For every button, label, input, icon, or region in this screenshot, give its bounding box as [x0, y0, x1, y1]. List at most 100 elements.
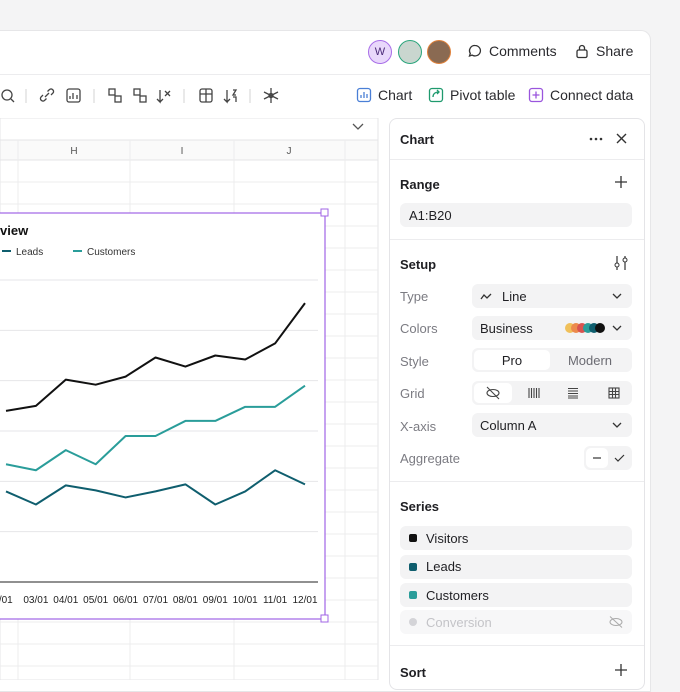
chevron	[352, 123, 364, 130]
column-header	[0, 139, 379, 161]
x-tick-label: 11/01	[263, 595, 288, 606]
hidden-icon	[609, 616, 623, 628]
x-tick-label: 2/01	[0, 595, 13, 606]
x-tick-label: 09/01	[203, 595, 228, 606]
chevron	[612, 325, 622, 331]
section-title: Series	[400, 499, 440, 514]
avatar[interactable]	[427, 40, 451, 64]
type-select[interactable]: Line	[472, 284, 632, 308]
divider	[390, 645, 644, 646]
grid-options[interactable]	[472, 381, 632, 405]
line-icon	[480, 293, 492, 300]
spreadsheet: HIJviewVisitorsLeadsCustomers2/0103/0104…	[0, 118, 379, 680]
section-title: Setup	[400, 257, 437, 272]
pivot-icon	[428, 87, 444, 103]
x-tick-label: 12/01	[292, 595, 317, 606]
field-label: Type	[400, 289, 429, 304]
style-toggle: Pro Modern	[472, 348, 632, 372]
field-label: Grid	[400, 386, 425, 401]
series-dot	[409, 534, 417, 542]
avatar[interactable]	[398, 40, 422, 64]
palette-swatch	[565, 323, 605, 333]
colors-select[interactable]: Business	[472, 316, 632, 340]
add-icon[interactable]	[614, 663, 628, 677]
share-label: Share	[596, 43, 634, 59]
chart-title: view	[0, 223, 29, 238]
series-dot	[409, 562, 417, 571]
x-tick-label: 03/01	[23, 595, 48, 606]
chart-button-label: Chart	[378, 87, 413, 103]
settings-icon[interactable]	[614, 255, 628, 271]
aggregate-toggle[interactable]	[584, 446, 632, 470]
panel-title: Chart	[400, 132, 434, 147]
divider	[0, 74, 650, 75]
field-label: X-axis	[400, 419, 437, 434]
series-dot	[409, 618, 417, 626]
divider	[390, 239, 644, 240]
panel-actions	[589, 133, 627, 144]
series-item[interactable]: Customers	[400, 583, 632, 607]
xaxis-select[interactable]: Column A	[472, 413, 632, 437]
grid-toggle	[472, 381, 632, 405]
series-name: Visitors	[426, 530, 469, 546]
series-dot	[409, 591, 417, 599]
comment-icon	[468, 44, 482, 58]
x-tick-label: 07/01	[143, 595, 168, 606]
series-line	[5, 302, 306, 412]
legend-label: Customers	[87, 247, 135, 258]
type-value: Line	[502, 288, 527, 304]
chart-button[interactable]: Chart	[356, 87, 412, 103]
series-name: Conversion	[426, 614, 492, 630]
chart: viewVisitorsLeadsCustomers2/0103/0104/01…	[0, 208, 329, 623]
connect-data-button[interactable]: Connect data	[528, 87, 633, 103]
style-option[interactable]: Pro	[474, 350, 550, 370]
resize-handle	[320, 614, 329, 623]
x-tick-label: 10/01	[233, 595, 258, 606]
xaxis-value: Column A	[480, 417, 537, 433]
series-name: Customers	[426, 587, 489, 603]
series-name: Leads	[426, 559, 462, 574]
field-label: Aggregate	[400, 451, 460, 466]
resize-handle	[320, 208, 329, 217]
section-title: Sort	[400, 665, 426, 680]
divider	[390, 481, 644, 482]
comments-label: Comments	[489, 43, 557, 59]
legend-label: Leads	[16, 247, 43, 258]
x-tick-label: 05/01	[83, 595, 108, 606]
x-tick-label: 04/01	[53, 595, 78, 606]
range-value: A1:B20	[409, 207, 452, 223]
field-label: Colors	[400, 321, 438, 336]
x-tick-label: 06/01	[113, 595, 138, 606]
add-icon[interactable]	[614, 175, 628, 189]
field-label: Style	[400, 354, 429, 369]
chart-panel: Chart Range A1:B20 Setup Type Line Color…	[389, 118, 645, 690]
share-button[interactable]: Share	[574, 43, 633, 59]
series-line	[5, 384, 306, 472]
series-item[interactable]: Conversion	[400, 610, 632, 634]
aggregate-options	[586, 448, 625, 468]
colors-value: Business	[480, 320, 533, 336]
style-option[interactable]: Modern	[567, 352, 613, 368]
series-line	[5, 469, 306, 506]
x-tick-label: 08/01	[173, 595, 198, 606]
column-label: I	[181, 146, 184, 157]
toolbar-icons	[1, 88, 279, 104]
lock-icon	[576, 44, 588, 59]
plus-icon	[528, 87, 544, 103]
comments-button[interactable]: Comments	[467, 43, 557, 59]
series-item[interactable]: Leads	[400, 554, 632, 579]
pivot-table-label: Pivot table	[450, 87, 516, 103]
avatar[interactable]: W	[368, 40, 392, 64]
column-label: J	[287, 146, 292, 157]
range-field[interactable]: A1:B20	[400, 203, 632, 227]
chart-icon	[356, 87, 372, 103]
chevron	[612, 293, 622, 299]
column-label: H	[70, 146, 77, 157]
connect-data-label: Connect data	[550, 87, 634, 103]
section-title: Range	[400, 177, 440, 192]
chevron	[612, 422, 622, 428]
pivot-table-button[interactable]: Pivot table	[428, 87, 515, 103]
divider	[390, 159, 644, 160]
series-item[interactable]: Visitors	[400, 526, 632, 550]
